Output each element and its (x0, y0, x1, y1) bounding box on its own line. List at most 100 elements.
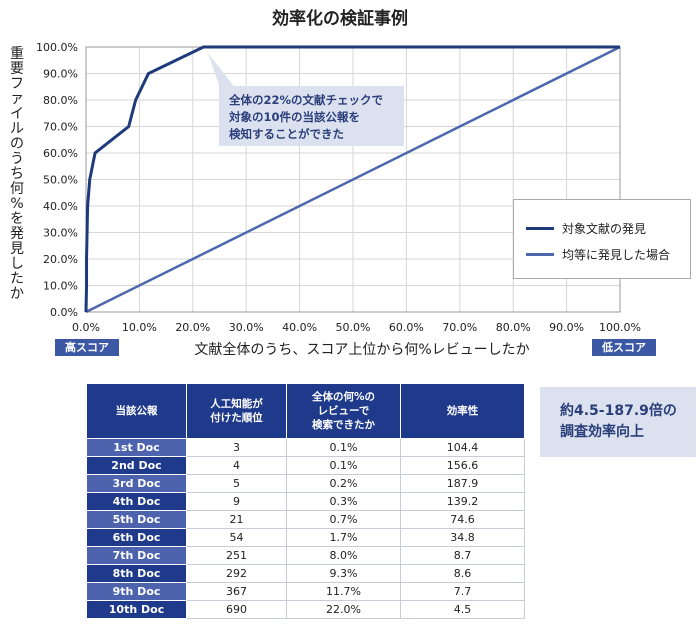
y-tick-label: 70.0% (43, 121, 78, 134)
y-axis-label-char: 発 (10, 226, 24, 242)
y-axis-label-char: イ (10, 106, 24, 122)
y-axis-label-char: 何 (10, 181, 24, 197)
table-cell: 292 (186, 564, 287, 583)
x-tick-label: 10.0% (122, 321, 157, 334)
x-tick-label: 80.0% (496, 321, 531, 334)
table-cell: 11.7% (286, 582, 401, 601)
legend-label: 対象文献の発見 (562, 222, 647, 236)
table-row-header: 2nd Doc (86, 456, 187, 475)
legend-label: 均等に発見した場合 (562, 248, 671, 262)
series-line (84, 45, 620, 313)
table-cell: 187.9 (400, 474, 525, 493)
legend-item: 対象文献の発見 (526, 220, 646, 237)
table-row: 10th Doc 690 22.0% 4.5 (86, 600, 525, 619)
table-cell: 139.2 (400, 492, 525, 511)
table-row: 9th Doc 367 11.7% 7.7 (86, 582, 525, 601)
y-axis-label-char: ち (10, 166, 24, 182)
chart-series (84, 45, 621, 314)
y-axis-label-char: ル (10, 121, 24, 137)
y-axis-label-char: か (10, 286, 24, 302)
table-cell: 9.3% (286, 564, 401, 583)
table-cell: 7.7 (400, 582, 525, 601)
table-row: 5th Doc 21 0.7% 74.6 (86, 510, 525, 529)
table-header-row: 当該公報 人工知能が 付けた順位 全体の何%の レビューで 検索できたか 効率性 (86, 383, 525, 439)
high-score-badge: 高スコア (55, 339, 119, 356)
legend-item: 均等に発見した場合 (526, 246, 670, 263)
x-tick-label: 0.0% (72, 321, 100, 334)
table-row: 8th Doc 292 9.3% 8.6 (86, 564, 525, 583)
table-body: 1st Doc 3 0.1% 104.4 2nd Doc 4 0.1% 156.6 3rd Do… (86, 438, 525, 619)
x-tick-label: 100.0% (599, 321, 641, 334)
x-tick-label: 30.0% (229, 321, 264, 334)
table-cell: 4.5 (400, 600, 525, 619)
table-row: 6th Doc 54 1.7% 34.8 (86, 528, 525, 547)
y-tick-label: 60.0% (43, 147, 78, 160)
table-row-header: 10th Doc (86, 600, 187, 619)
table-cell: 21 (186, 510, 287, 529)
table-cell: 8.0% (286, 546, 401, 565)
table-cell: 5 (186, 474, 287, 493)
table-cell: 156.6 (400, 456, 525, 475)
legend-swatch (526, 253, 554, 256)
chart-canvas: 効率化の検証事例 0.0% 10.0% 20.0% 30.0% 40.0% 50.0% 60… (10, 8, 641, 358)
x-tick-labels: 0.0% 10.0% 20.0% 30.0% 40.0% 50.0% 60.0% 70.0% 8… (72, 321, 641, 334)
y-tick-label: 80.0% (43, 94, 78, 107)
y-axis-label-char: を (10, 211, 24, 227)
table-cell: 3 (186, 438, 287, 457)
table-cell: 0.3% (286, 492, 401, 511)
callout-top: 全体の22%の文献チェックで 対象の10件の当該公報を 検知することができた (219, 86, 404, 146)
callout-top-line: 検知することができた (229, 127, 344, 141)
y-tick-label: 90.0% (43, 68, 78, 81)
table-cell: 0.1% (286, 438, 401, 457)
x-tick-label: 90.0% (549, 321, 584, 334)
table-cell: 0.2% (286, 474, 401, 493)
table-cell: 54 (186, 528, 287, 547)
low-score-badge: 低スコア (592, 339, 656, 356)
y-axis-label-char: フ (10, 76, 24, 92)
table-cell: 34.8 (400, 528, 525, 547)
y-axis-label-char: し (10, 256, 24, 272)
x-tick-label: 60.0% (389, 321, 424, 334)
callout-top-line: 全体の22%の文献チェックで (229, 93, 384, 107)
results-table: 当該公報 人工知能が 付けた順位 全体の何%の レビューで 検索できたか 効率性 1st D… (86, 383, 525, 619)
callout-top-line: 対象の10件の当該公報を (229, 110, 361, 124)
table-cell: 251 (186, 546, 287, 565)
table-cell: 8.7 (400, 546, 525, 565)
y-tick-label: 10.0% (43, 280, 78, 293)
table-row: 4th Doc 9 0.3% 139.2 (86, 492, 525, 511)
x-tick-label: 70.0% (442, 321, 477, 334)
table-header-cell: 全体の何%の レビューで 検索できたか (286, 383, 401, 439)
table-cell: 8.6 (400, 564, 525, 583)
y-tick-label: 20.0% (43, 253, 78, 266)
table-cell: 0.1% (286, 456, 401, 475)
x-axis-label: 文献全体のうち、スコア上位から何%レビューしたか (194, 341, 529, 358)
callout-right: 約4.5-187.9倍の 調査効率向上 (540, 387, 696, 457)
table-cell: 22.0% (286, 600, 401, 619)
legend-swatch (526, 227, 554, 230)
y-tick-label: 30.0% (43, 227, 78, 240)
y-axis-label-char: ァ (10, 91, 24, 107)
table-row-header: 9th Doc (86, 582, 187, 601)
x-tick-label: 40.0% (282, 321, 317, 334)
table-cell: 690 (186, 600, 287, 619)
table-row-header: 4th Doc (86, 492, 187, 511)
table-row-header: 6th Doc (86, 528, 187, 547)
table-row: 1st Doc 3 0.1% 104.4 (86, 438, 525, 457)
x-tick-label: 50.0% (336, 321, 371, 334)
table-cell: 4 (186, 456, 287, 475)
callout-pointer (208, 53, 240, 94)
table-cell: 104.4 (400, 438, 525, 457)
series-line (85, 45, 621, 314)
table-row-header: 1st Doc (86, 438, 187, 457)
table-row-header: 3rd Doc (86, 474, 187, 493)
chart-legend: 対象文献の発見 均等に発見した場合 (513, 199, 691, 279)
table-row-header: 8th Doc (86, 564, 187, 583)
chart-title: 効率化の検証事例 (272, 8, 408, 29)
y-axis-label-char: た (10, 271, 24, 287)
callout-right-line: 約4.5-187.9倍の (560, 403, 677, 419)
x-tick-label: 20.0% (175, 321, 210, 334)
y-tick-label: 40.0% (43, 200, 78, 213)
y-tick-label: 100.0% (36, 41, 78, 54)
y-axis-label-char: 重 (10, 46, 24, 62)
y-tick-labels: 0.0% 10.0% 20.0% 30.0% 40.0% 50.0% 60.0% 70.0% 8… (36, 41, 78, 319)
